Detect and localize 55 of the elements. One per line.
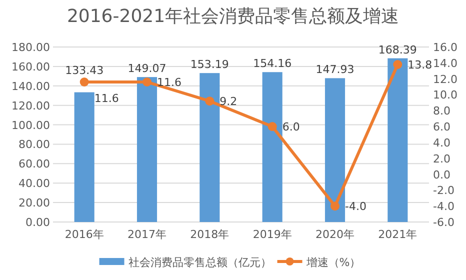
point: [142, 78, 152, 86]
x-tick-label: 2016年: [64, 228, 104, 241]
data-label: 147.93: [316, 63, 354, 76]
x-tick-label: 2021年: [378, 228, 418, 241]
x-tick-label: 2017年: [128, 228, 166, 241]
bar: [136, 77, 158, 222]
data-label: 11.6: [94, 92, 119, 105]
y-tick-label: 80.00: [18, 138, 50, 152]
y-tick-label: 180.00: [12, 41, 50, 54]
legend-label: 社会消费品零售总额（亿元）: [128, 256, 272, 269]
x-tick-label: 2018年: [190, 228, 230, 241]
y2-tick-label: -4.0: [433, 200, 454, 214]
data-label: 9.2: [220, 95, 238, 108]
bar: [388, 58, 408, 222]
chart-title: 2016-2021年社会消费品零售总额及增速: [66, 6, 400, 27]
bar: [74, 92, 94, 222]
data-label: 11.6: [157, 76, 182, 89]
y2-tick-label: 8.0: [433, 104, 450, 118]
data-label: 149.07: [128, 62, 166, 76]
y2-tick-label: 14.0: [433, 56, 458, 70]
data-label: 153.19: [190, 58, 229, 72]
data-label: 6.0: [282, 120, 300, 134]
y2-tick-label: 16.0: [433, 41, 458, 54]
y2-tick-label: 12.0: [433, 72, 458, 86]
legend-label: 增速（%）: [305, 256, 361, 269]
data-label: 13.8: [408, 58, 432, 72]
y-tick-label: 40.00: [18, 177, 50, 190]
data-label: -4.0: [345, 200, 366, 214]
y-tick-label: 160.00: [12, 60, 50, 74]
y2-tick-label: 4.0: [433, 136, 450, 150]
data-label: 168.39: [378, 43, 417, 56]
y-tick-label: 20.00: [18, 196, 50, 210]
y-tick-label: 0.00: [26, 216, 50, 229]
bar: [200, 73, 220, 222]
bar: [262, 72, 282, 222]
bar: [324, 78, 346, 222]
x-tick-label: 2020年: [316, 228, 354, 241]
data-label: 133.43: [65, 64, 104, 77]
y2-tick-label: 10.0: [433, 88, 458, 102]
y2-tick-label: 2.0: [433, 152, 450, 166]
point: [268, 122, 277, 132]
y2-tick-label: -6.0: [433, 216, 454, 229]
point: [205, 96, 214, 106]
point: [330, 202, 340, 211]
point: [393, 60, 402, 69]
data-label: 154.16: [253, 57, 292, 70]
y2-tick-label: 6.0: [433, 120, 450, 134]
y-tick-label: 60.00: [18, 158, 50, 171]
y-tick-label: 100.00: [12, 118, 50, 132]
x-tick-label: 2019年: [252, 228, 292, 241]
point: [80, 78, 89, 86]
y2-tick-label: 0.0: [433, 168, 450, 182]
y2-tick-label: -2.0: [433, 184, 454, 198]
y-tick-label: 140.00: [12, 80, 50, 93]
y-tick-label: 120.00: [12, 99, 50, 112]
